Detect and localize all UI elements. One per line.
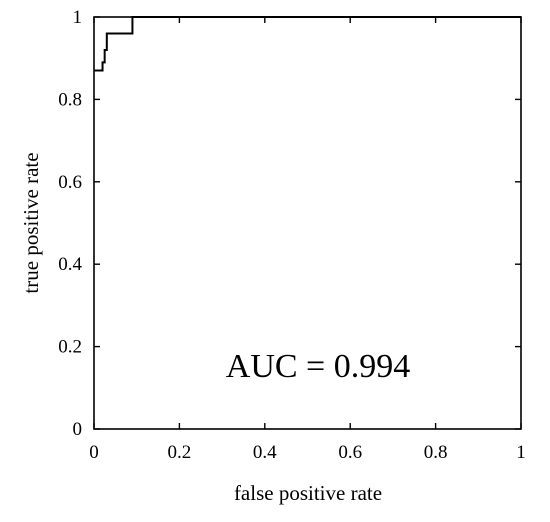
y-tick-label: 0.2 (58, 337, 82, 358)
x-tick-labels: 0 0.2 0.4 0.6 0.8 1 (89, 442, 526, 463)
x-tick-label: 1 (516, 442, 526, 463)
y-tick-label: 1 (73, 7, 83, 28)
x-axis-label: false positive rate (234, 481, 382, 505)
y-tick-label: 0.4 (58, 254, 82, 275)
x-tick-label: 0 (89, 442, 99, 463)
y-tick-label: 0 (73, 419, 83, 440)
roc-curve-line (94, 16, 521, 72)
x-tick-label: 0.6 (338, 442, 362, 463)
y-tick-label: 0.8 (58, 89, 82, 110)
plot-area-frame (93, 16, 522, 430)
y-tick-labels: 0 0.2 0.4 0.6 0.8 1 (58, 7, 82, 440)
y-axis-label: true positive rate (19, 152, 43, 293)
x-tick-label: 0.4 (253, 442, 277, 463)
auc-annotation: AUC = 0.994 (226, 348, 410, 385)
y-tick-label: 0.6 (58, 172, 82, 193)
x-tick-label: 0.8 (424, 442, 448, 463)
x-tick-label: 0.2 (168, 442, 192, 463)
